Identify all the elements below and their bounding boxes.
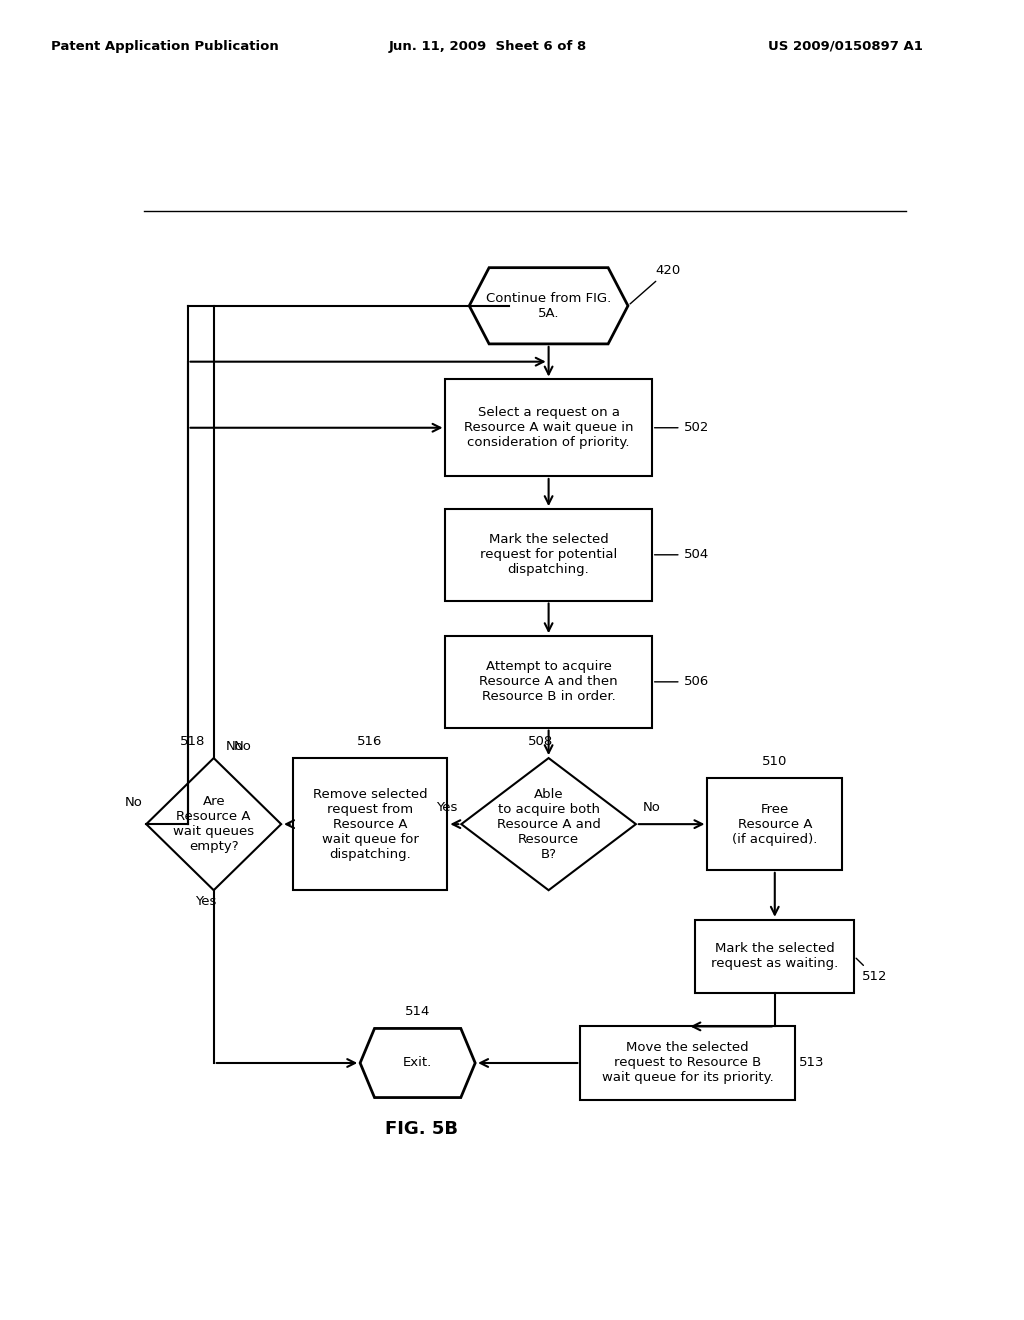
Text: 508: 508: [528, 735, 553, 748]
Text: FIG. 5B: FIG. 5B: [385, 1121, 458, 1138]
Text: 513: 513: [799, 1056, 824, 1069]
Text: 518: 518: [180, 735, 206, 748]
Bar: [708, 779, 842, 870]
Text: 516: 516: [357, 735, 383, 748]
Text: Patent Application Publication: Patent Application Publication: [51, 40, 279, 53]
Text: Exit.: Exit.: [403, 1056, 432, 1069]
Text: No: No: [642, 801, 660, 814]
Bar: [445, 636, 652, 727]
Text: Select a request on a
Resource A wait queue in
consideration of priority.: Select a request on a Resource A wait qu…: [464, 407, 634, 449]
Text: 420: 420: [630, 264, 681, 304]
Text: Free
Resource A
(if acquired).: Free Resource A (if acquired).: [732, 803, 817, 846]
Text: 504: 504: [654, 548, 709, 561]
Bar: [445, 510, 652, 601]
Bar: [695, 920, 854, 993]
Text: Yes: Yes: [436, 801, 458, 814]
Bar: [445, 379, 652, 477]
Text: Move the selected
request to Resource B
wait queue for its priority.: Move the selected request to Resource B …: [602, 1041, 773, 1085]
Text: Are
Resource A
wait queues
empty?: Are Resource A wait queues empty?: [173, 795, 254, 853]
Text: 506: 506: [654, 676, 709, 688]
Text: 514: 514: [404, 1006, 430, 1018]
Text: Attempt to acquire
Resource A and then
Resource B in order.: Attempt to acquire Resource A and then R…: [479, 660, 617, 704]
Text: Yes: Yes: [196, 895, 216, 908]
Text: No: No: [225, 741, 244, 752]
Text: Continue from FIG.
5A.: Continue from FIG. 5A.: [486, 292, 611, 319]
Text: Able
to acquire both
Resource A and
Resource
B?: Able to acquire both Resource A and Reso…: [497, 788, 600, 861]
Text: No: No: [233, 741, 252, 752]
Text: Mark the selected
request as waiting.: Mark the selected request as waiting.: [711, 942, 839, 970]
Text: 510: 510: [762, 755, 787, 768]
Bar: [581, 1027, 795, 1100]
Bar: [293, 758, 447, 890]
Text: 502: 502: [654, 421, 709, 434]
Text: Jun. 11, 2009  Sheet 6 of 8: Jun. 11, 2009 Sheet 6 of 8: [389, 40, 588, 53]
Text: Mark the selected
request for potential
dispatching.: Mark the selected request for potential …: [480, 533, 617, 577]
Text: US 2009/0150897 A1: US 2009/0150897 A1: [768, 40, 923, 53]
Text: Remove selected
request from
Resource A
wait queue for
dispatching.: Remove selected request from Resource A …: [312, 788, 427, 861]
Text: 512: 512: [856, 958, 888, 983]
Text: No: No: [124, 796, 142, 809]
